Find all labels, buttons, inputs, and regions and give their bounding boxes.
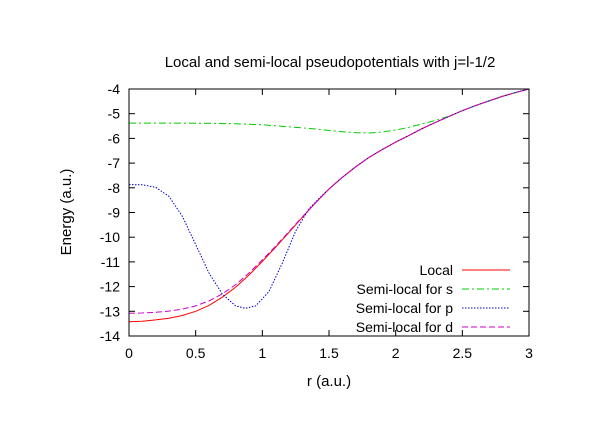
legend: Local Semi-local for s Semi-local for p Sem… <box>356 262 510 335</box>
legend-label: Semi-local for d <box>356 319 453 335</box>
series-layer <box>128 88 530 323</box>
y-axis-ticks: -4 -5 -6 -7 -8 -9 -10 -11 -12 -13 -14 <box>100 81 529 344</box>
y-axis-label: Energy (a.u.) <box>58 169 75 256</box>
y-tick-label: -4 <box>108 81 121 97</box>
y-tick-label: -8 <box>108 180 121 196</box>
chart-title: Local and semi-local pseudopotentials wi… <box>165 54 496 71</box>
series-line-2 <box>129 88 530 134</box>
y-tick-label: -11 <box>101 254 120 270</box>
x-axis-ticks: 0 0.5 1 1.5 2 2.5 3 <box>125 89 533 361</box>
x-tick-label: 3 <box>525 345 533 361</box>
plot-frame <box>128 88 530 337</box>
y-tick-label: -6 <box>108 130 121 146</box>
x-axis-label: r (a.u.) <box>307 373 351 390</box>
series-line-3 <box>128 88 530 309</box>
x-tick-label: 2.5 <box>453 345 473 361</box>
y-tick-label: -14 <box>100 328 120 344</box>
y-tick-label: -12 <box>100 279 120 295</box>
y-tick-label: -13 <box>100 303 120 319</box>
x-tick-label: 1 <box>258 345 266 361</box>
y-tick-label: -5 <box>108 106 121 122</box>
x-tick-label: 1.5 <box>319 345 339 361</box>
legend-label: Local <box>420 262 453 278</box>
legend-label: Semi-local for p <box>356 300 453 316</box>
x-tick-label: 2 <box>392 345 400 361</box>
y-tick-label: -7 <box>108 155 121 171</box>
y-tick-label: -9 <box>108 205 121 221</box>
series-line-4 <box>128 88 530 314</box>
x-tick-label: 0.5 <box>186 345 206 361</box>
x-tick-label: 0 <box>125 345 133 361</box>
y-tick-label: -10 <box>100 229 120 245</box>
legend-label: Semi-local for s <box>357 281 453 297</box>
series-line-1 <box>128 88 530 323</box>
